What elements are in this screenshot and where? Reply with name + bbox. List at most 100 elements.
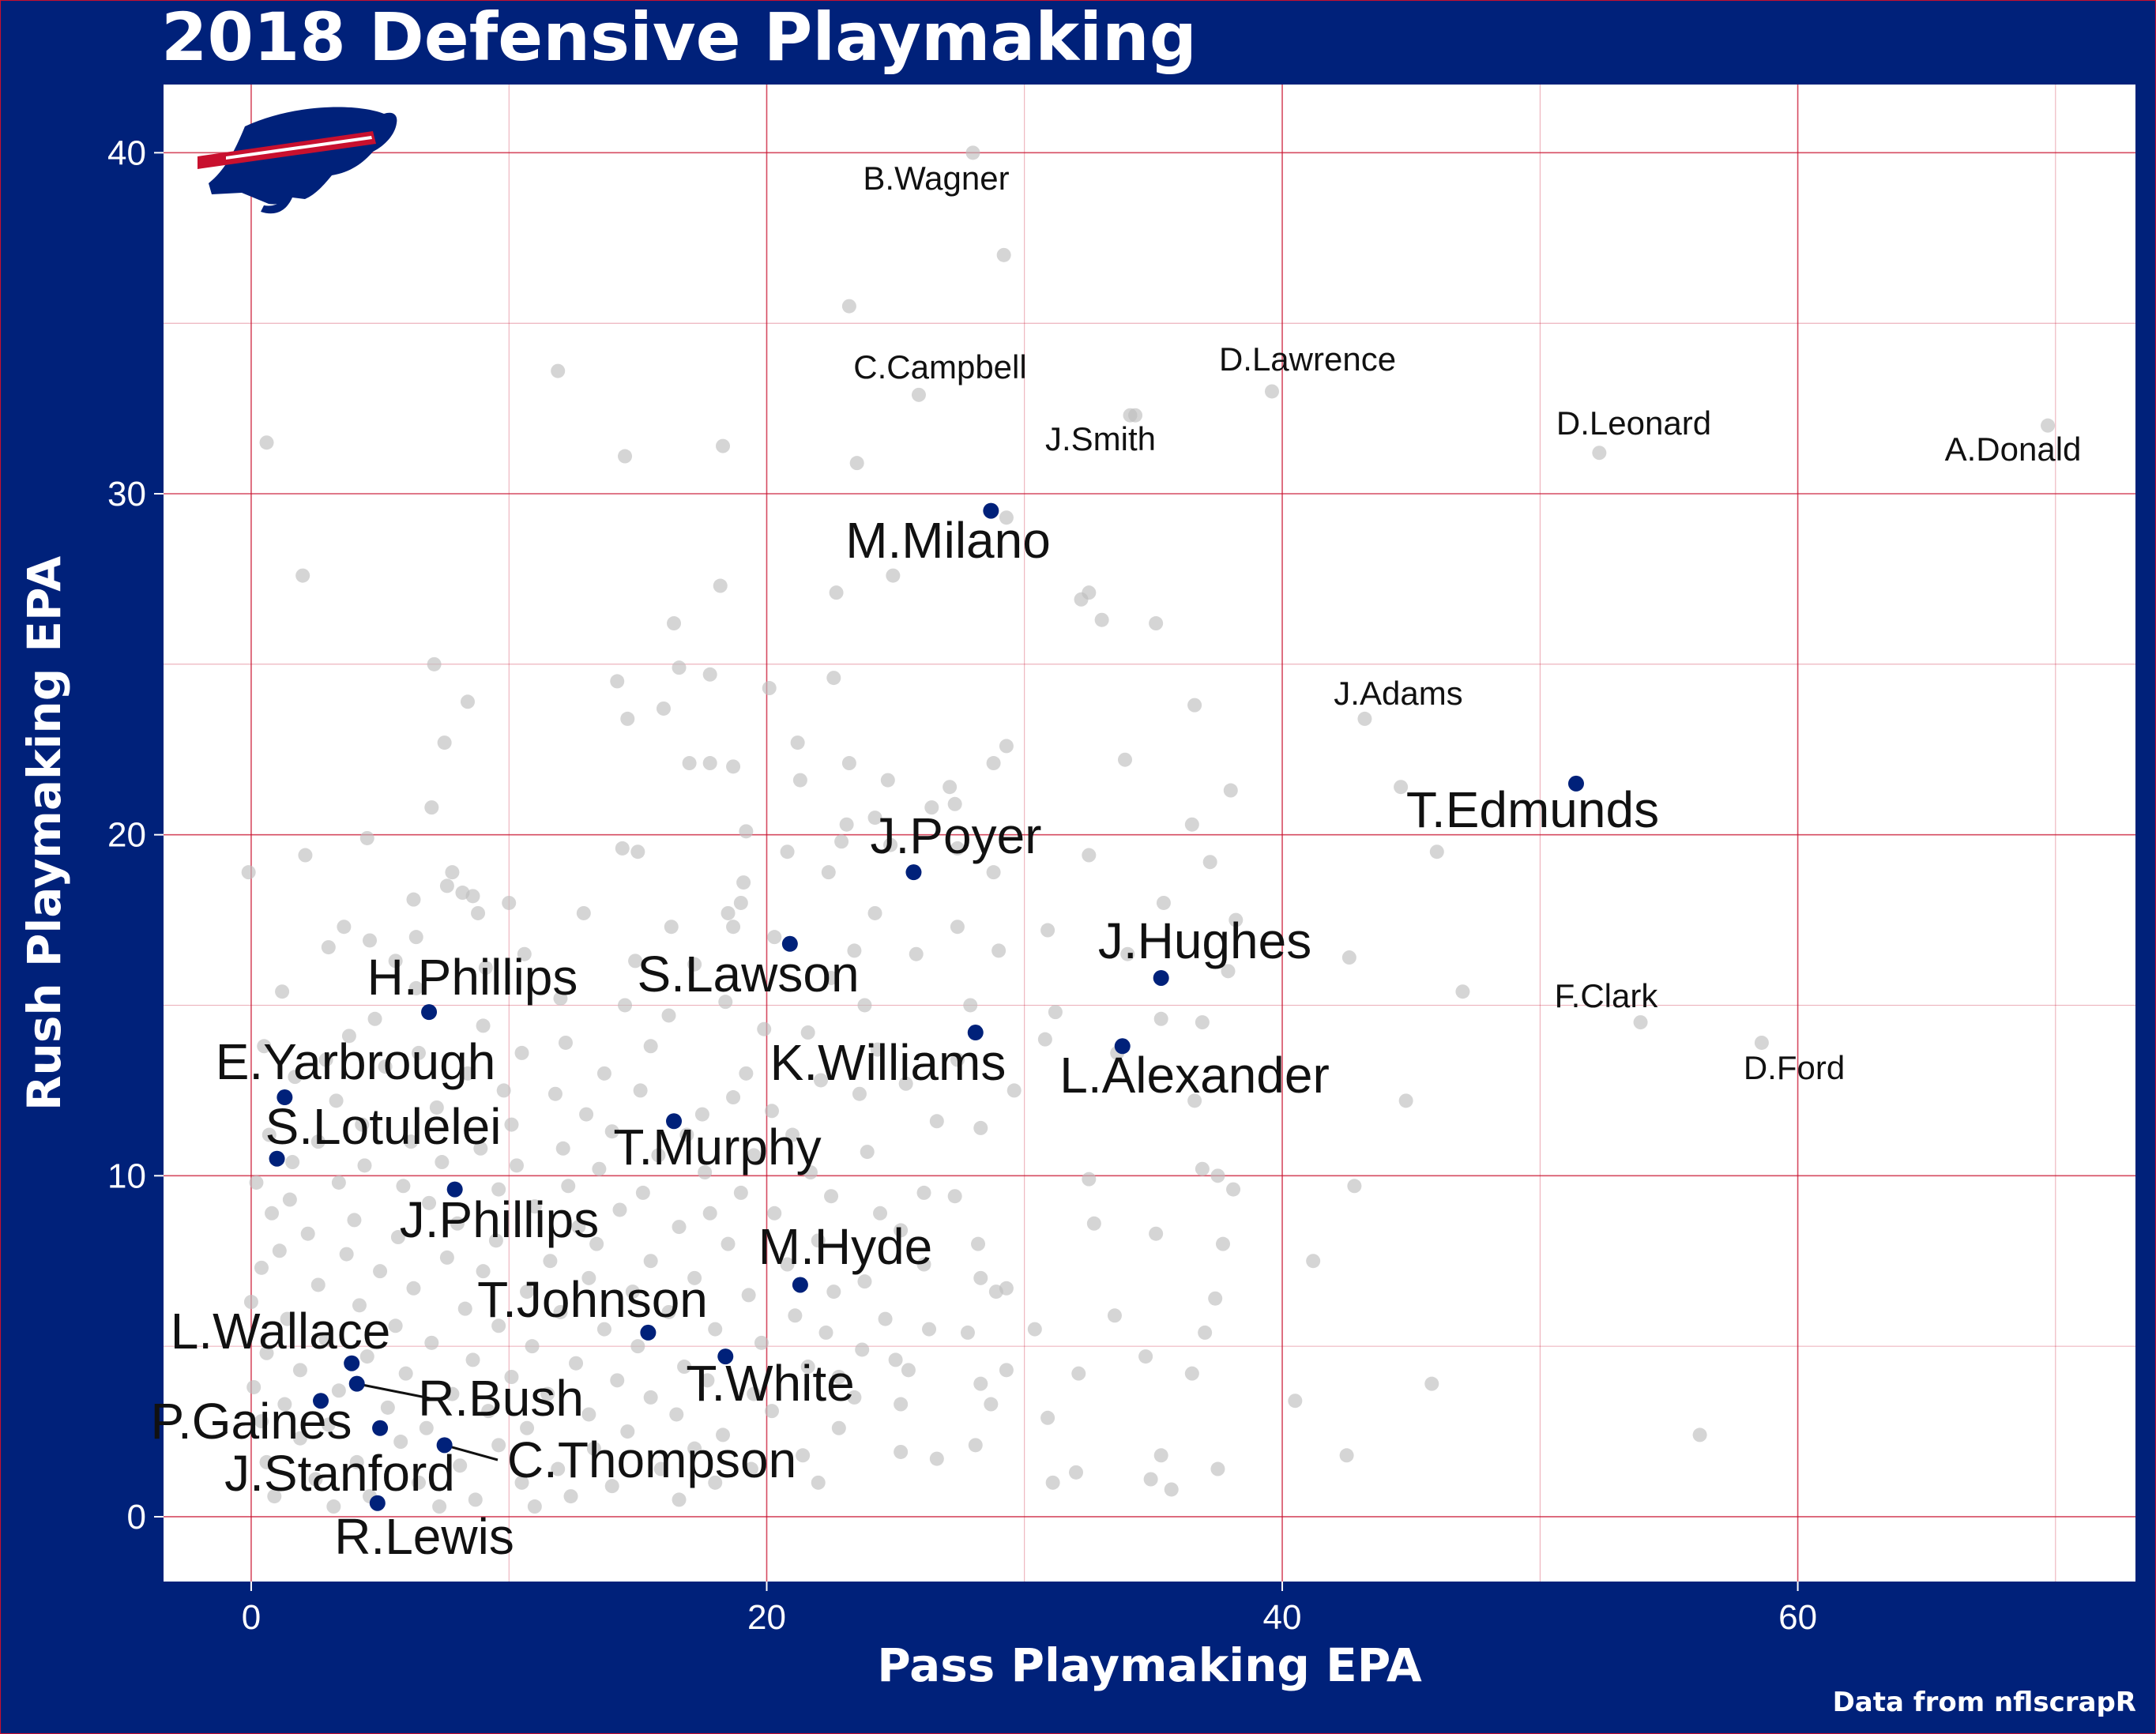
player-point bbox=[971, 1236, 986, 1251]
player-point bbox=[262, 1127, 277, 1142]
player-point bbox=[620, 1424, 635, 1439]
highlighted-point bbox=[344, 1355, 360, 1371]
player-point bbox=[318, 1052, 333, 1067]
player-point bbox=[790, 735, 805, 750]
player-point bbox=[1082, 1172, 1097, 1187]
player-point bbox=[285, 1155, 300, 1170]
highlighted-point bbox=[983, 502, 999, 519]
highlighted-label: L.Wallace bbox=[171, 1303, 391, 1360]
player-point bbox=[445, 865, 460, 880]
player-point bbox=[968, 1438, 983, 1453]
highlighted-point bbox=[1153, 969, 1169, 986]
player-point bbox=[610, 1373, 625, 1388]
player-point bbox=[700, 1373, 715, 1388]
player-point bbox=[380, 1400, 395, 1415]
x-axis-label: Pass Playmaking EPA bbox=[877, 1638, 1422, 1692]
leader-point bbox=[1592, 446, 1607, 461]
player-point bbox=[331, 1383, 346, 1398]
player-point bbox=[461, 694, 476, 709]
player-point bbox=[667, 616, 682, 631]
player-point bbox=[672, 1492, 687, 1507]
player-point bbox=[1195, 1161, 1210, 1176]
player-point bbox=[811, 1233, 826, 1248]
x-tick-label: 40 bbox=[1263, 1598, 1302, 1637]
leader-point bbox=[1357, 711, 1372, 726]
player-point bbox=[1288, 1394, 1303, 1409]
player-point bbox=[439, 1250, 454, 1265]
player-point bbox=[687, 957, 702, 972]
player-point bbox=[1195, 1015, 1210, 1030]
x-axis-ticks: 0 20 40 60 bbox=[242, 1582, 1817, 1637]
player-point bbox=[694, 1107, 709, 1122]
player-point bbox=[435, 1155, 450, 1170]
player-point bbox=[702, 667, 717, 682]
highlighted-label: J.Stanford bbox=[224, 1445, 455, 1502]
player-point bbox=[916, 1185, 931, 1200]
player-point bbox=[488, 1233, 503, 1248]
player-point bbox=[1118, 752, 1133, 767]
player-point bbox=[630, 1339, 645, 1354]
player-point bbox=[329, 1093, 344, 1108]
player-point bbox=[514, 1475, 529, 1490]
player-point bbox=[800, 1360, 815, 1375]
player-point bbox=[757, 1021, 772, 1036]
highlighted-label: E.Yarbrough bbox=[216, 1033, 496, 1090]
player-point bbox=[424, 1335, 439, 1350]
player-point bbox=[929, 1451, 944, 1466]
player-point bbox=[909, 946, 924, 961]
player-point bbox=[378, 1059, 393, 1074]
player-point bbox=[558, 1035, 573, 1050]
player-point bbox=[1394, 780, 1409, 795]
player-point bbox=[398, 1366, 413, 1381]
player-point bbox=[873, 1206, 888, 1221]
player-point bbox=[1215, 1236, 1230, 1251]
player-point bbox=[984, 1397, 999, 1412]
player-point bbox=[973, 1120, 988, 1135]
y-tick-label: 40 bbox=[107, 134, 146, 172]
player-point bbox=[1229, 912, 1244, 927]
player-point bbox=[1210, 1168, 1225, 1183]
player-point bbox=[1429, 844, 1444, 859]
player-point bbox=[298, 848, 313, 863]
player-point bbox=[453, 1458, 468, 1473]
player-point bbox=[785, 1127, 800, 1142]
player-point bbox=[847, 1390, 862, 1405]
player-point bbox=[404, 1134, 419, 1149]
player-point bbox=[999, 510, 1014, 525]
player-point bbox=[347, 1213, 362, 1228]
highlighted-point bbox=[369, 1495, 386, 1511]
player-point bbox=[1153, 1011, 1168, 1026]
highlighted-label: P.Gaines bbox=[151, 1393, 352, 1450]
player-point bbox=[867, 905, 882, 920]
player-point bbox=[514, 1045, 529, 1060]
player-point bbox=[679, 1127, 694, 1142]
player-point bbox=[1149, 616, 1164, 631]
player-point bbox=[437, 735, 452, 750]
player-point bbox=[999, 1281, 1014, 1296]
player-point bbox=[1082, 848, 1097, 863]
leader-point bbox=[1754, 1035, 1769, 1050]
player-point bbox=[726, 1090, 741, 1105]
player-point bbox=[1202, 855, 1217, 870]
player-point bbox=[429, 1100, 444, 1115]
player-point bbox=[612, 1202, 627, 1217]
player-point bbox=[818, 1325, 833, 1340]
label-connector bbox=[356, 1382, 431, 1400]
highlighted-point bbox=[905, 864, 922, 881]
player-point bbox=[478, 961, 493, 976]
player-point bbox=[1040, 923, 1055, 938]
player-point bbox=[476, 1018, 491, 1033]
player-point bbox=[736, 875, 751, 890]
player-point bbox=[780, 1257, 795, 1272]
player-point bbox=[1149, 1226, 1164, 1241]
player-point bbox=[586, 1441, 601, 1456]
player-point bbox=[702, 756, 717, 771]
label-connectors bbox=[356, 1382, 499, 1461]
player-point bbox=[630, 844, 645, 859]
player-point bbox=[355, 1117, 370, 1132]
player-point bbox=[445, 1386, 460, 1401]
player-point bbox=[1120, 946, 1135, 961]
player-point bbox=[308, 1472, 323, 1487]
highlighted-player-points bbox=[269, 502, 1584, 1511]
